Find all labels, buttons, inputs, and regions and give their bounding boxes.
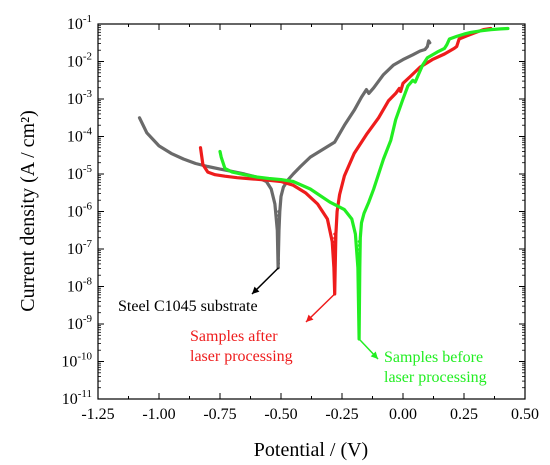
ecorr-point: [357, 336, 361, 339]
y-axis-title: Current density (A / cm²): [17, 110, 39, 312]
x-axis-title: Potential / (V): [254, 439, 368, 461]
ecorr-point: [357, 300, 361, 303]
x-tick-label: -0.25: [325, 406, 358, 423]
ecorr-point: [333, 272, 337, 276]
y-tick-label: 10-10: [61, 351, 92, 371]
ecorr-point: [357, 260, 361, 263]
ecorr-point: [277, 210, 280, 213]
ecorr-point: [357, 324, 361, 327]
ecorr-point: [277, 246, 280, 249]
x-tick-label: 0.00: [389, 406, 417, 423]
ecorr-point: [333, 248, 337, 252]
ecorr-point: [357, 284, 361, 287]
y-tick-label: 10-7: [67, 238, 93, 258]
ecorr-point: [333, 244, 337, 248]
ecorr-point: [333, 268, 337, 272]
ecorr-point: [277, 254, 280, 257]
ecorr-point: [333, 256, 337, 260]
y-tick-label: 10-1: [67, 13, 92, 33]
ecorr-point: [333, 252, 337, 256]
y-tick-label: 10-9: [67, 313, 93, 333]
after-laser-arrow-head: [306, 314, 314, 322]
series-line-1: [198, 26, 493, 296]
ecorr-point: [333, 280, 337, 284]
y-tick-label: 10-5: [67, 163, 93, 183]
ecorr-point: [277, 214, 280, 217]
ecorr-point: [357, 328, 361, 331]
after-laser-label: Samples after laser processing: [190, 328, 293, 365]
x-tick-label: -0.75: [203, 406, 236, 423]
ecorr-point: [277, 218, 280, 221]
x-tick-label: 0.50: [511, 406, 539, 423]
ecorr-point: [357, 240, 361, 243]
x-tick-label: -1.25: [81, 406, 114, 423]
series-line-2: [218, 26, 510, 341]
ecorr-point: [357, 308, 361, 311]
ecorr-point: [357, 264, 361, 267]
ecorr-point: [357, 276, 361, 279]
ecorr-point: [357, 296, 361, 299]
ecorr-point: [357, 320, 361, 323]
substrate-arrow-head: [252, 286, 260, 294]
ecorr-point: [277, 230, 280, 233]
ecorr-point: [277, 242, 280, 245]
ecorr-point: [333, 232, 337, 236]
ecorr-point: [357, 292, 361, 295]
series-group: [137, 26, 510, 341]
y-tick-label: 10-3: [67, 88, 93, 108]
ecorr-point: [277, 250, 280, 253]
ecorr-point: [357, 316, 361, 319]
ecorr-point: [357, 332, 361, 335]
y-tick-label: 10-6: [67, 201, 93, 221]
ecorr-point: [357, 280, 361, 283]
ecorr-point: [333, 288, 337, 292]
ecorr-point: [357, 268, 361, 271]
y-tick-label: 10-2: [67, 51, 92, 71]
ecorr-point: [333, 240, 337, 244]
ecorr-point: [357, 244, 361, 247]
ecorr-point: [357, 256, 361, 259]
ecorr-point: [333, 260, 337, 264]
ecorr-point: [277, 262, 280, 265]
ecorr-point: [357, 288, 361, 291]
x-tick-label: 0.25: [450, 406, 478, 423]
axis-ticks: -1.25 -1.00 -0.75 -0.50 -0.25 0.00 0.25 0.50 10-…: [61, 13, 539, 423]
ecorr-point: [357, 248, 361, 251]
ecorr-point: [357, 252, 361, 255]
ecorr-point: [357, 304, 361, 307]
y-tick-label: 10-4: [67, 126, 93, 146]
ecorr-point: [277, 234, 280, 237]
ecorr-point: [333, 284, 337, 288]
plot-frame: [97, 23, 526, 400]
ecorr-point: [333, 236, 337, 240]
x-tick-label: -1.00: [142, 406, 175, 423]
ecorr-point: [277, 238, 280, 241]
y-tick-label: 10-8: [67, 276, 93, 296]
x-tick-label: -0.50: [264, 406, 297, 423]
ecorr-point: [277, 258, 280, 261]
y-tick-label: 10-11: [62, 388, 92, 408]
ecorr-point: [277, 226, 280, 229]
ecorr-point: [357, 312, 361, 315]
ecorr-point: [277, 222, 280, 225]
ecorr-point: [333, 276, 337, 280]
annotations-group: Steel C1045 substrate Samples after laser …: [118, 267, 487, 386]
substrate-label: Steel C1045 substrate: [118, 298, 258, 315]
before-laser-label: Samples before laser processing: [384, 349, 487, 386]
before-laser-arrow-head: [370, 351, 378, 359]
ecorr-point: [333, 264, 337, 268]
ecorr-point: [357, 272, 361, 275]
